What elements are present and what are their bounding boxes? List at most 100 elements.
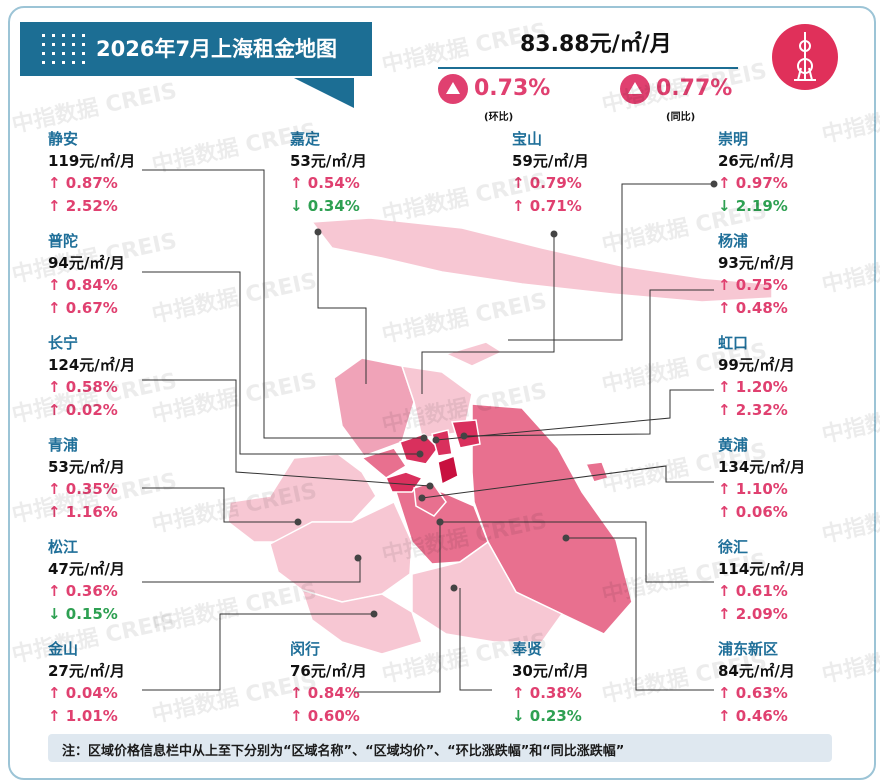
district-name: 宝山 [512, 130, 543, 148]
triangle-up-icon [438, 74, 468, 104]
title-grid-dot [52, 34, 55, 37]
leader-dot [710, 180, 718, 188]
title-grid-dot [42, 43, 45, 46]
district-yoy-change: ↑ 0.46% [718, 707, 788, 725]
huangpu-region [437, 454, 459, 486]
yoy-change-label: (同比) [666, 112, 696, 123]
district-price: 26元/㎡/月 [718, 152, 795, 170]
district-mom-change: ↑ 0.38% [512, 684, 582, 702]
leader-dot [460, 432, 468, 440]
title-grid-dot [62, 52, 65, 55]
title-grid-dot [42, 61, 45, 64]
district-yoy-change: ↑ 0.71% [512, 197, 582, 215]
district-yoy-change: ↓ 0.23% [512, 707, 582, 725]
district-name: 徐汇 [718, 538, 749, 556]
leader-line [317, 232, 367, 384]
district-yoy-change: ↑ 2.32% [718, 401, 788, 419]
district-name: 浦东新区 [718, 640, 779, 658]
district-name: 黄浦 [718, 436, 749, 454]
district-price: 30元/㎡/月 [512, 662, 589, 680]
title-grid-dot [82, 61, 85, 64]
district-mom-change: ↑ 1.10% [718, 480, 788, 498]
title-grid-dot [42, 34, 45, 37]
leader-line [421, 465, 714, 499]
title-grid-dot [52, 61, 55, 64]
district-price: 59元/㎡/月 [512, 152, 589, 170]
leader-line [508, 183, 714, 341]
district-yoy-change: ↑ 0.48% [718, 299, 788, 317]
title-banner [20, 22, 372, 76]
leader-line [421, 234, 555, 394]
district-name: 虹口 [718, 334, 749, 352]
songjiang-region [269, 500, 413, 603]
district-name: 静安 [48, 130, 79, 148]
leader-dot [450, 584, 458, 592]
title-grid-dot [52, 52, 55, 55]
leader-dot [416, 450, 424, 458]
title-grid-dot [62, 61, 65, 64]
leader-line [142, 271, 420, 455]
district-mom-change: ↑ 0.79% [512, 174, 582, 192]
leader-line [463, 289, 714, 437]
title-grid-dot [72, 34, 75, 37]
title-grid-dot [82, 52, 85, 55]
leader-dot [354, 554, 362, 562]
jiading-region [333, 357, 415, 457]
district-yoy-change: ↑ 0.67% [48, 299, 118, 317]
district-name: 青浦 [48, 436, 79, 454]
leader-line [566, 537, 714, 691]
district-price: 84元/㎡/月 [718, 662, 795, 680]
leader-dot [432, 436, 440, 444]
infographic-frame [8, 6, 876, 780]
district-mom-change: ↑ 0.36% [48, 582, 118, 600]
yoy-change-value: 0.77% [656, 76, 733, 101]
leader-dot [418, 494, 426, 502]
district-name: 闵行 [290, 640, 321, 658]
putuo-region [360, 447, 408, 479]
district-price: 124元/㎡/月 [48, 356, 136, 374]
district-mom-change: ↑ 0.54% [290, 174, 360, 192]
changxing-island [443, 341, 504, 367]
leader-dot [562, 534, 570, 542]
hongkou-region [431, 429, 453, 457]
district-yoy-change: ↑ 1.01% [48, 707, 118, 725]
district-price: 93元/㎡/月 [718, 254, 795, 272]
note-box [48, 734, 832, 762]
leader-line [142, 379, 431, 487]
district-price: 114元/㎡/月 [718, 560, 806, 578]
district-name: 松江 [48, 538, 79, 556]
leader-line [440, 521, 714, 583]
district-mom-change: ↑ 0.61% [718, 582, 788, 600]
leader-line [354, 522, 441, 693]
district-price: 94元/㎡/月 [48, 254, 125, 272]
district-mom-change: ↑ 0.97% [718, 174, 788, 192]
chongming-island [310, 217, 773, 303]
district-mom-change: ↑ 0.84% [48, 276, 118, 294]
average-price: 83.88元/㎡/月 [520, 32, 672, 57]
district-price: 53元/㎡/月 [290, 152, 367, 170]
district-mom-change: ↑ 0.63% [718, 684, 788, 702]
district-name: 奉贤 [512, 640, 543, 658]
district-price: 27元/㎡/月 [48, 662, 125, 680]
leader-dot [314, 228, 322, 236]
district-price: 134元/㎡/月 [718, 458, 806, 476]
title-grid-dot [82, 34, 85, 37]
district-price: 99元/㎡/月 [718, 356, 795, 374]
district-name: 金山 [48, 640, 79, 658]
oriental-pearl-tower-icon [772, 24, 838, 90]
district-name: 杨浦 [718, 232, 749, 250]
district-yoy-change: ↑ 0.60% [290, 707, 360, 725]
leader-line [142, 558, 361, 583]
leader-line [459, 588, 492, 691]
title-grid-dot [82, 43, 85, 46]
footnote: 注：区域价格信息栏中从上至下分别为“区域名称”、“区域均价”、“环比涨跌幅”和“… [62, 744, 625, 759]
district-name: 长宁 [48, 334, 79, 352]
map-canvas [142, 67, 773, 693]
title-grid-dot [72, 61, 75, 64]
qingpu-region [227, 453, 377, 543]
leader-line [435, 389, 714, 441]
district-mom-change: ↑ 0.87% [48, 174, 118, 192]
leader-line [142, 169, 424, 439]
district-name: 嘉定 [290, 130, 321, 148]
district-mom-change: ↑ 0.58% [48, 378, 118, 396]
